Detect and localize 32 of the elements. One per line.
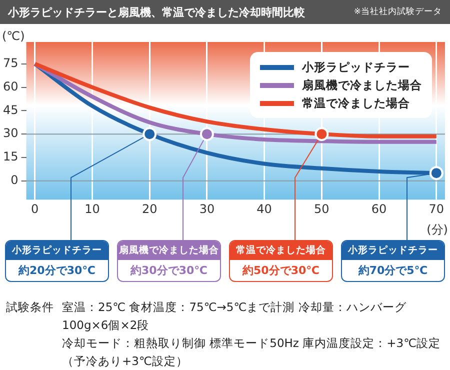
y-tick-label: 15 [2, 150, 18, 164]
annotation: 常温で冷ました場合 [230, 241, 332, 260]
x-tick-label: 20 [142, 202, 158, 216]
y-tick-label: 75 [2, 56, 18, 70]
x-tick-label: 60 [371, 202, 387, 216]
y-tick-label: 45 [2, 102, 18, 117]
text: 約50分で30℃ [241, 263, 320, 279]
text: 約20分で30℃ [17, 263, 96, 279]
annotation: 小形ラピッドチラー [342, 241, 444, 260]
x-tick-label: 50 [314, 202, 330, 216]
y-axis-title: (℃) [2, 29, 25, 43]
x-tick-label: 10 [84, 202, 100, 216]
y-tick-label: 60 [2, 79, 18, 94]
x-tick-label: 0 [31, 202, 39, 216]
annotation: 扇風機で冷ました場合 [118, 241, 220, 260]
x-tick-label: 40 [256, 202, 272, 216]
text: 冷却モード：粗熱取り制御 標準モード50Hz 庫内温度設定：+3℃設定（予冷あり+3℃設定） [62, 335, 442, 370]
legend-label: 常温で冷ました場合 [302, 96, 410, 110]
text: 試験条件 [6, 299, 55, 316]
chart-title: 小形ラピッドチラーと扇風機、常温で冷ました冷却時間比較 [8, 4, 305, 20]
annotation: 小形ラピッドチラー [6, 241, 108, 260]
x-tick-label: 30 [199, 202, 215, 216]
x-tick-label: 70 [428, 202, 444, 216]
text: 約70分で5℃ [357, 263, 429, 279]
legend-label: 扇風機で冷ました場合 [302, 78, 422, 92]
y-tick-label: 30 [2, 126, 18, 140]
legend-label: 小形ラピッドチラー [302, 60, 410, 74]
y-tick-label: 0 [10, 173, 18, 187]
text: 約30分で30℃ [129, 263, 208, 279]
text: ※当社社内試験データ [354, 6, 442, 18]
text: 室温：25℃ 食材温度：75℃→5℃まで計測 冷却量：ハンバーグ100g×6個×2段 [62, 299, 408, 334]
x-axis-title: (分) [426, 222, 448, 237]
